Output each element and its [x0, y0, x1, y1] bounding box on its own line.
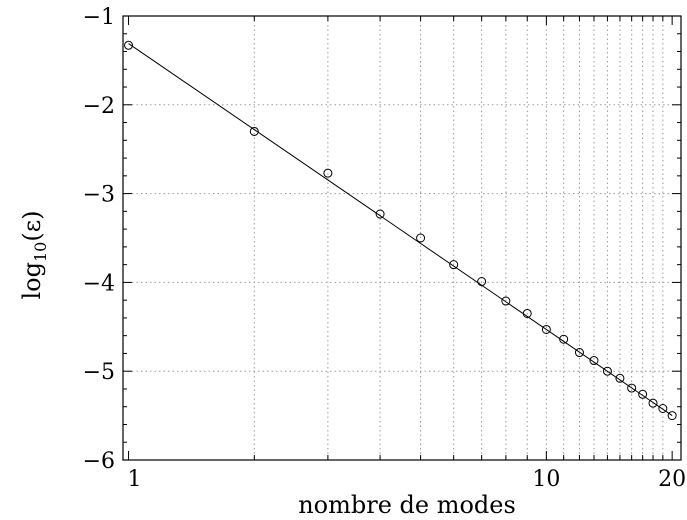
y-axis-label-subscript: 10	[31, 242, 50, 262]
data-point	[574, 348, 584, 358]
data-point	[559, 334, 569, 344]
y-tick-label: −5	[83, 360, 115, 385]
plot-frame	[122, 15, 682, 461]
plot-marks	[124, 40, 677, 421]
data-point	[249, 126, 259, 136]
data-point	[323, 168, 333, 178]
data-point	[375, 209, 385, 219]
y-tick-label: −3	[83, 183, 115, 208]
ticks	[123, 15, 681, 461]
data-point	[416, 233, 426, 243]
data-point	[449, 260, 459, 270]
y-axis-label: log10(ε)	[18, 210, 50, 299]
data-point	[648, 398, 658, 408]
grid	[123, 16, 681, 460]
data-point	[638, 389, 648, 399]
data-point	[615, 373, 625, 383]
y-tick-label: −1	[83, 5, 115, 30]
data-point	[627, 383, 637, 393]
x-tick-label: 20	[658, 467, 686, 492]
data-point	[501, 296, 511, 306]
x-tick-label: 10	[532, 467, 560, 492]
y-tick-label: −2	[83, 94, 115, 119]
fit-line	[128, 43, 673, 417]
x-axis-label: nombre de modes	[298, 491, 516, 519]
y-tick-label: −6	[83, 449, 115, 474]
y-tick-label: −4	[83, 271, 115, 296]
x-tick-label: 1	[128, 467, 142, 492]
data-point	[602, 366, 612, 376]
tick-labels: −1 −2 −3 −4 −5 −6 1 10 20	[83, 5, 687, 492]
y-axis-label-main: log	[18, 262, 46, 300]
data-point	[667, 411, 677, 421]
data-point	[589, 356, 599, 366]
y-axis-label-argument: (ε)	[18, 210, 46, 241]
data-point	[658, 403, 668, 413]
data-point	[541, 324, 551, 334]
data-point	[124, 40, 134, 50]
